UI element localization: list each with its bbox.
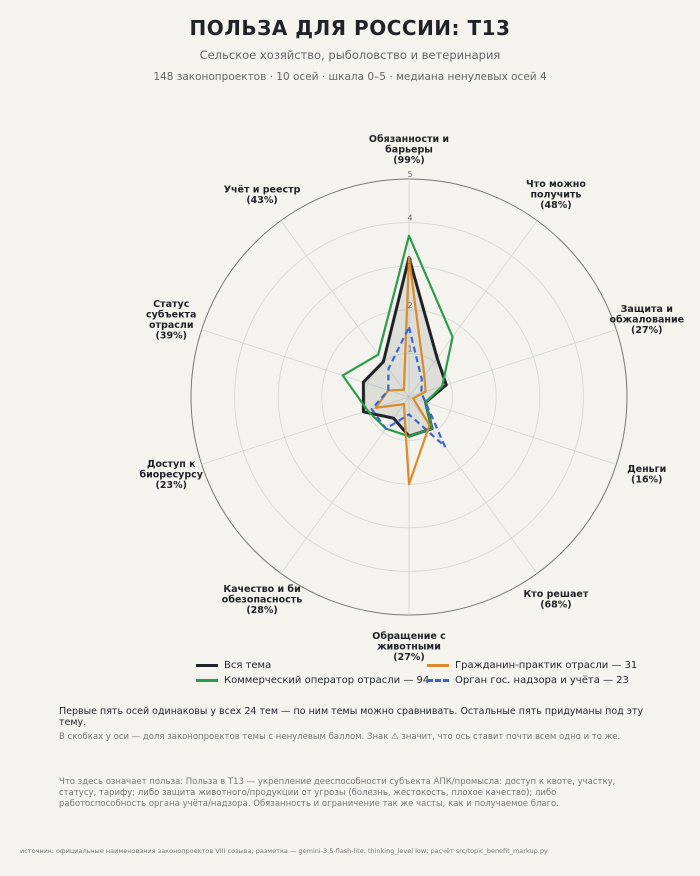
chart-title: ПОЛЬЗА ДЛЯ РОССИИ: Т13	[189, 16, 511, 40]
source-line: источник: официальные наименования закон…	[20, 847, 548, 855]
axis-label-line: Качество и би	[223, 584, 300, 595]
legend-label: Коммерческий оператор отрасли — 94	[224, 675, 430, 686]
legend-swatch	[196, 663, 218, 667]
chart-meta: 148 законопроектов · 10 осей · шкала 0–5…	[153, 71, 547, 83]
legend-label: Вся тема	[224, 660, 272, 671]
axis-label: Качество и би обезопасность (28%)	[222, 584, 303, 616]
legend-item: Орган гос. надзора и учёта — 23	[427, 675, 629, 686]
legend-swatch	[427, 663, 449, 667]
spoke	[408, 220, 538, 398]
axis-label: Статус субъекта отрасли (39%)	[146, 299, 196, 342]
axis-label-line: Статус	[153, 299, 189, 310]
legend-label: Орган гос. надзора и учёта — 23	[455, 675, 629, 686]
axis-label-line: Защита и	[621, 304, 673, 315]
axis-label-line: (48%)	[540, 200, 571, 211]
radar-spokes	[201, 179, 617, 615]
spoke	[280, 396, 410, 574]
series-line-4	[370, 326, 446, 448]
spoke	[408, 396, 617, 465]
axis-label: Учёт и реестр (43%)	[224, 184, 301, 206]
legend-swatch	[196, 678, 218, 682]
note-comparison: Первые пять осей одинаковы у всех 24 тем…	[59, 706, 644, 728]
axis-label-line: Учёт и реестр	[224, 184, 301, 195]
tick-label: 2	[407, 301, 412, 310]
axis-label-line: барьеры	[385, 145, 433, 156]
legend-item: Коммерческий оператор отрасли — 94	[196, 675, 429, 686]
axis-label-line: получить	[530, 190, 581, 201]
legend-swatch	[427, 678, 449, 682]
axis-label-line: Обращение с	[372, 631, 445, 642]
note-brackets: В скобках у оси — доля законопроектов те…	[59, 732, 621, 742]
tick-label: 1	[407, 344, 412, 353]
legend-item: Вся тема	[196, 660, 271, 671]
spoke	[201, 329, 410, 398]
axis-label: Что можно получить (48%)	[526, 179, 586, 211]
axis-label-line: обжалование	[609, 315, 684, 326]
axis-label-line: (99%)	[393, 155, 424, 166]
note-benefit-definition: Что здесь означает польза: Польза в Т13 …	[59, 777, 616, 809]
axis-label: Кто решает (68%)	[524, 589, 589, 611]
series-line-3	[374, 256, 431, 486]
axis-label-line: обезопасность	[222, 594, 303, 605]
radar-axis-labels: Обязанности и барьеры (99%) Что можно получи…	[139, 134, 684, 663]
radar-tick-labels: 1 2 3 4 5	[407, 170, 412, 353]
axis-label-line: биоресурсу	[139, 469, 203, 480]
legend-label: Гражданин-практик отрасли — 31	[455, 660, 638, 671]
axis-label-line: Что можно	[526, 179, 586, 190]
axis-label-line: Деньги	[627, 464, 666, 475]
tick-label: 3	[407, 257, 412, 266]
axis-label-line: субъекта	[146, 309, 196, 320]
axis-label-line: Доступ к	[147, 459, 196, 470]
axis-label-line: (27%)	[631, 325, 662, 336]
axis-label-line: Кто решает	[524, 589, 589, 600]
axis-label-line: (28%)	[246, 605, 277, 616]
axis-label: Обращение с животными (27%)	[372, 631, 445, 663]
axis-label-line: животными	[377, 642, 441, 653]
axis-label-line: (27%)	[393, 652, 424, 663]
axis-label: Доступ к биоресурсу (23%)	[139, 459, 203, 491]
legend-item: Гражданин-практик отрасли — 31	[427, 660, 637, 671]
tick-label: 4	[407, 214, 412, 223]
axis-label-line: (16%)	[631, 475, 662, 486]
series-line-2	[341, 234, 454, 438]
axis-label-line: (23%)	[156, 480, 187, 491]
axis-label: Защита и обжалование (27%)	[609, 304, 684, 336]
axis-label-line: (39%)	[156, 330, 187, 341]
spoke	[280, 220, 410, 398]
axis-label: Обязанности и барьеры (99%)	[369, 134, 449, 166]
spoke	[201, 396, 410, 465]
axis-label-line: (43%)	[246, 195, 277, 206]
chart-subtitle: Сельское хозяйство, рыболовство и ветери…	[199, 48, 501, 62]
axis-label-line: отрасли	[149, 320, 194, 331]
axis-label-line: Обязанности и	[369, 134, 449, 145]
axis-label-line: (68%)	[540, 600, 571, 611]
axis-label: Деньги (16%)	[627, 464, 666, 486]
tick-label: 5	[407, 170, 412, 179]
radar-series	[341, 234, 454, 486]
